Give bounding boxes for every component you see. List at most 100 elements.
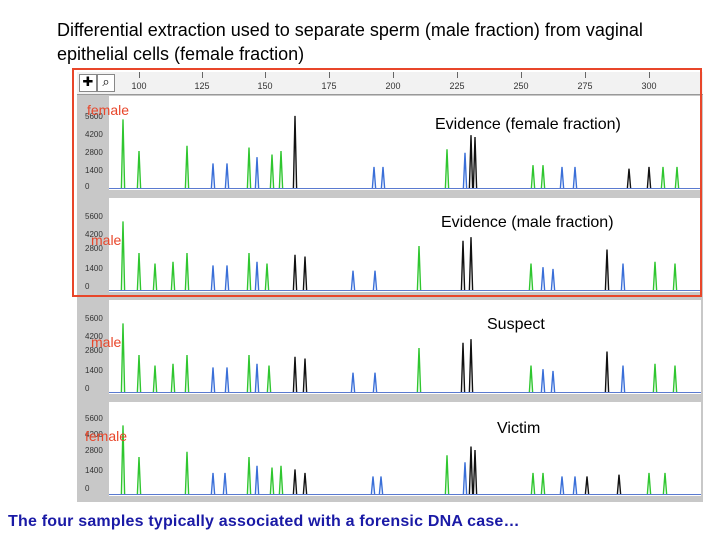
ruler-tick: 225 [449, 81, 465, 91]
trace-peaks [120, 115, 680, 189]
trace-peak [572, 166, 578, 189]
trace-peak [210, 265, 216, 291]
evidence-label: Victim [497, 420, 541, 437]
ruler-tick: 150 [257, 81, 273, 91]
trace-peak [120, 323, 126, 393]
ruler-tick: 100 [131, 81, 147, 91]
y-tick: 4200 [85, 332, 103, 341]
trace-peak [120, 119, 126, 189]
trace-peak [136, 355, 142, 393]
trace-plot [109, 96, 701, 190]
y-tick: 5600 [85, 414, 103, 423]
y-axis: 5600 4200 2800 1400 0 [79, 402, 109, 496]
trace-peak [662, 472, 668, 495]
sample-label: male [91, 232, 122, 248]
trace-peak [136, 253, 142, 291]
y-tick: 5600 [85, 112, 103, 121]
trace-baseline [109, 188, 701, 189]
trace-peak [652, 363, 658, 393]
trace-peak [184, 253, 190, 291]
trace-peak [222, 472, 228, 495]
trace-peak [246, 253, 252, 291]
trace-peak [224, 265, 230, 291]
trace-baseline [109, 290, 701, 291]
trace-peak [646, 472, 652, 495]
trace-baseline [109, 494, 701, 495]
trace-peak [550, 268, 556, 291]
trace-peak [674, 166, 680, 189]
trace-plot [109, 300, 701, 394]
trace-peak [210, 472, 216, 495]
trace-peak [350, 270, 356, 291]
trace-peak [184, 355, 190, 393]
ruler-tick: 250 [513, 81, 529, 91]
trace-peak [254, 261, 260, 291]
y-axis: 5600 4200 2800 1400 0 [79, 300, 109, 394]
y-tick: 2800 [85, 244, 103, 253]
evidence-label: Evidence (female fraction) [435, 116, 621, 133]
trace-peak [370, 476, 376, 495]
ruler-tick: 175 [321, 81, 337, 91]
trace-peak [269, 467, 275, 495]
trace-peak [350, 372, 356, 393]
trace-peak [372, 372, 378, 393]
y-tick: 0 [85, 182, 90, 191]
trace-peak [444, 455, 450, 495]
trace-peak [120, 425, 126, 495]
trace-peak [184, 145, 190, 189]
trace-peak [264, 263, 270, 291]
trace-peak [302, 472, 308, 495]
trace-peak [269, 154, 275, 189]
trace-peak [672, 365, 678, 393]
y-tick: 4200 [85, 230, 103, 239]
y-tick: 4200 [85, 430, 103, 439]
trace-peak [472, 136, 478, 189]
plus-cross-icon[interactable]: ✚ [79, 74, 97, 92]
y-tick: 1400 [85, 264, 103, 273]
trace-peak [136, 151, 142, 189]
ruler-tick: 275 [577, 81, 593, 91]
trace-peak [468, 237, 474, 291]
trace-baseline [109, 392, 701, 393]
panel-suspect: 5600 4200 2800 1400 0 male Suspect [79, 300, 701, 394]
trace-peak [540, 267, 546, 291]
y-tick: 1400 [85, 366, 103, 375]
trace-peak [246, 457, 252, 495]
trace-peak [254, 157, 260, 189]
trace-peak [254, 465, 260, 495]
panel-evidence-female: 5600 4200 2800 1400 0 female Evidence (f… [79, 96, 701, 191]
trace-peak [530, 165, 536, 189]
trace-peaks [120, 425, 668, 495]
trace-peak [584, 476, 590, 495]
trace-peak [616, 474, 622, 495]
trace-peak [136, 457, 142, 495]
trace-peak [646, 166, 652, 189]
evidence-label: Evidence (male fraction) [441, 214, 614, 231]
trace-peak [460, 240, 466, 291]
trace-peak [462, 152, 468, 189]
ruler-tick: 300 [641, 81, 657, 91]
ruler-tick: 125 [194, 81, 210, 91]
y-tick: 0 [85, 484, 90, 493]
trace-peak [210, 163, 216, 189]
panel-victim: 5600 4200 2800 1400 0 female Victim [79, 402, 701, 496]
trace-peak [620, 365, 626, 393]
y-tick: 2800 [85, 346, 103, 355]
trace-peak [472, 449, 478, 495]
y-tick: 1400 [85, 466, 103, 475]
sample-label: female [85, 428, 128, 444]
trace-peak [224, 367, 230, 393]
trace-peak [660, 166, 666, 189]
trace-peak [292, 254, 298, 291]
trace-peak [246, 147, 252, 189]
trace-peak [620, 263, 626, 291]
trace-peak [266, 365, 272, 393]
slide-caption: The four samples typically associated wi… [8, 513, 520, 530]
y-tick: 2800 [85, 446, 103, 455]
magnifier-icon[interactable]: ⌕ [97, 74, 115, 92]
y-tick: 4200 [85, 130, 103, 139]
trace-peak [528, 263, 534, 291]
size-ruler: ✚ ⌕ 100 125 150 175 200 225 250 275 300 [77, 72, 703, 95]
trace-peak [170, 363, 176, 393]
sample-label: female [87, 102, 130, 118]
